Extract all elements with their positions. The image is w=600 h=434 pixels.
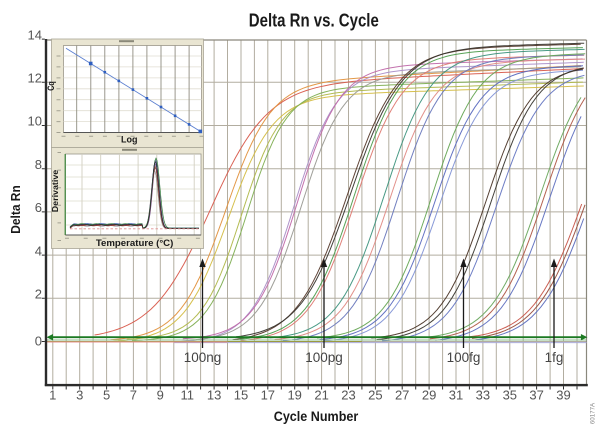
svg-text:25: 25 bbox=[368, 388, 382, 403]
svg-text:31: 31 bbox=[449, 388, 463, 403]
svg-text:35: 35 bbox=[503, 388, 517, 403]
svg-text:33: 33 bbox=[476, 388, 490, 403]
svg-text:Log: Log bbox=[121, 135, 138, 145]
svg-text:14: 14 bbox=[28, 27, 42, 42]
svg-text:7: 7 bbox=[130, 388, 137, 403]
svg-text:6: 6 bbox=[35, 200, 42, 215]
svg-text:Derivative: Derivative bbox=[50, 169, 60, 212]
svg-text:100pg: 100pg bbox=[305, 350, 343, 365]
svg-text:21: 21 bbox=[314, 388, 328, 403]
svg-text:0: 0 bbox=[35, 334, 42, 349]
svg-text:2: 2 bbox=[35, 287, 42, 302]
svg-text:4: 4 bbox=[35, 243, 42, 258]
svg-text:27: 27 bbox=[395, 388, 409, 403]
svg-text:3: 3 bbox=[76, 388, 83, 403]
svg-text:12: 12 bbox=[28, 71, 42, 86]
svg-text:15: 15 bbox=[234, 388, 248, 403]
svg-text:19: 19 bbox=[287, 388, 301, 403]
svg-text:100ng: 100ng bbox=[184, 350, 222, 365]
svg-text:11: 11 bbox=[180, 388, 194, 403]
svg-text:39: 39 bbox=[556, 388, 570, 403]
svg-text:Delta Rn vs. Cycle: Delta Rn vs. Cycle bbox=[249, 11, 379, 31]
svg-text:10: 10 bbox=[28, 114, 42, 129]
svg-text:29: 29 bbox=[422, 388, 436, 403]
svg-text:17: 17 bbox=[261, 388, 275, 403]
svg-text:1: 1 bbox=[49, 388, 56, 403]
svg-text:Delta Rn: Delta Rn bbox=[8, 185, 23, 234]
svg-text:Cycle Number: Cycle Number bbox=[274, 408, 359, 424]
svg-text:13: 13 bbox=[207, 388, 221, 403]
svg-text:23: 23 bbox=[341, 388, 355, 403]
svg-text:37: 37 bbox=[529, 388, 543, 403]
svg-text:5: 5 bbox=[103, 388, 110, 403]
svg-text:1fg: 1fg bbox=[545, 350, 564, 365]
svg-text:9: 9 bbox=[157, 388, 164, 403]
svg-text:60177A: 60177A bbox=[590, 402, 597, 424]
svg-text:Temperature (°C): Temperature (°C) bbox=[96, 238, 174, 248]
svg-text:Cq: Cq bbox=[46, 81, 56, 91]
svg-text:8: 8 bbox=[35, 157, 42, 172]
svg-text:100fg: 100fg bbox=[447, 350, 481, 365]
